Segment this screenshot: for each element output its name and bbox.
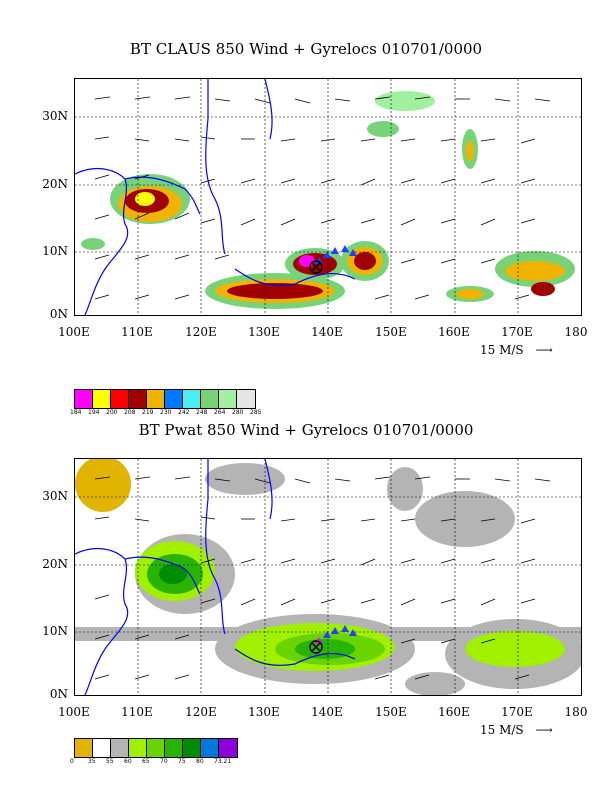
lon-label-150e: 150E: [375, 705, 407, 719]
lat-label-20n: 20N: [42, 557, 68, 571]
lat-label-0n: 0N: [49, 307, 68, 321]
coastline: [75, 79, 356, 315]
map-gridlines: [75, 459, 581, 695]
colorbar-tick: 184: [70, 409, 82, 416]
colorbar-tick: 55: [106, 758, 114, 765]
lon-label-170e: 170E: [501, 705, 533, 719]
lat-label-10n: 10N: [42, 624, 68, 638]
lat-label-20n: 20N: [42, 177, 68, 191]
colorbar-swatch: [93, 739, 111, 757]
panel1-title: BT CLAUS 850 Wind + Gyrelocs 010701/0000: [129, 40, 483, 58]
colorbar-tick: 60: [124, 758, 132, 765]
colorbar-swatch: [201, 739, 219, 757]
colorbar-tick: 264: [214, 409, 226, 416]
ref-vector-text: 15 M/S: [480, 723, 524, 737]
gyre-location-markers: [315, 625, 357, 644]
colorbar-swatch: [219, 390, 237, 408]
lon-label-130e: 130E: [248, 325, 280, 339]
colorbar-swatch: [183, 739, 201, 757]
colorbar-tick: 219: [142, 409, 154, 416]
colorbar-swatch: [129, 390, 147, 408]
colorbar-swatch: [75, 739, 93, 757]
lon-label-110e: 110E: [121, 325, 153, 339]
ref-vector-text: 15 M/S: [480, 343, 524, 357]
colorbar-tick: 248: [196, 409, 208, 416]
colorbar-tick: 35: [88, 758, 96, 765]
lat-label-0n: 0N: [49, 687, 68, 701]
lat-label-30n: 30N: [42, 109, 68, 123]
colorbar-swatch: [219, 739, 237, 757]
lon-label-160e: 160E: [438, 325, 470, 339]
gyre-location-markers: [315, 245, 357, 264]
colorbar-tick: 285: [250, 409, 262, 416]
colorbar-swatch: [183, 390, 201, 408]
lon-label-120e: 120E: [185, 705, 217, 719]
claus-map-panel: [74, 78, 582, 316]
colorbar-tick: 280: [232, 409, 244, 416]
lat-label-30n: 30N: [42, 489, 68, 503]
lon-label-110e: 110E: [121, 705, 153, 719]
lon-label-100e: 100E: [58, 325, 90, 339]
coastline: [75, 459, 356, 695]
lat-label-10n: 10N: [42, 244, 68, 258]
pwat-colorbar: [74, 738, 238, 758]
lon-label-100e: 100E: [58, 705, 90, 719]
panel2-title: BT Pwat 850 Wind + Gyrelocs 010701/0000: [138, 421, 474, 439]
arrow-right-icon: ⟶: [535, 723, 553, 737]
lon-label-170e: 170E: [501, 325, 533, 339]
colorbar-tick: 75: [178, 758, 186, 765]
lon-label-140e: 140E: [311, 705, 343, 719]
colorbar-swatch: [165, 390, 183, 408]
colorbar-swatch: [147, 390, 165, 408]
claus-map-svg: [75, 79, 581, 315]
colorbar-tick: 0: [70, 758, 74, 765]
lon-label-160e: 160E: [438, 705, 470, 719]
lon-label-130e: 130E: [248, 705, 280, 719]
claus-colorbar: [74, 389, 256, 409]
colorbar-swatch: [237, 390, 255, 408]
map-gridlines: [75, 79, 581, 315]
colorbar-tick: 230: [160, 409, 172, 416]
colorbar-swatch: [129, 739, 147, 757]
colorbar-swatch: [147, 739, 165, 757]
colorbar-swatch: [75, 390, 93, 408]
pwat-map-svg: [75, 459, 581, 695]
lon-label-180: 180: [564, 325, 588, 339]
colorbar-tick: 65: [142, 758, 150, 765]
reference-vector-label: 15 M/S ⟶: [480, 343, 553, 357]
colorbar-tick: 194: [88, 409, 100, 416]
wind-vectors: [94, 476, 551, 680]
reference-vector-label: 15 M/S ⟶: [480, 723, 553, 737]
colorbar-tick: 242: [178, 409, 190, 416]
arrow-right-icon: ⟶: [535, 343, 553, 357]
pwat-map-panel: [74, 458, 582, 696]
colorbar-swatch: [93, 390, 111, 408]
colorbar-tick: 70: [160, 758, 168, 765]
colorbar-tick: 208: [124, 409, 136, 416]
wind-vectors: [94, 96, 551, 300]
lon-label-120e: 120E: [185, 325, 217, 339]
colorbar-tick: 73.21: [214, 758, 232, 765]
pwat-colorbar-ticks: 0 35 55 60 65 70 75 80 73.21: [70, 758, 232, 765]
lon-label-140e: 140E: [311, 325, 343, 339]
colorbar-swatch: [111, 390, 129, 408]
colorbar-tick: 80: [196, 758, 204, 765]
gyre-center-icon: [309, 640, 323, 654]
colorbar-swatch: [111, 739, 129, 757]
lon-label-150e: 150E: [375, 325, 407, 339]
colorbar-tick: 200: [106, 409, 118, 416]
colorbar-swatch: [201, 390, 219, 408]
claus-colorbar-ticks: 184 194 200 208 219 230 242 248 264 280 …: [70, 409, 268, 416]
gyre-center-icon: [309, 260, 323, 274]
colorbar-swatch: [165, 739, 183, 757]
lon-label-180: 180: [564, 705, 588, 719]
